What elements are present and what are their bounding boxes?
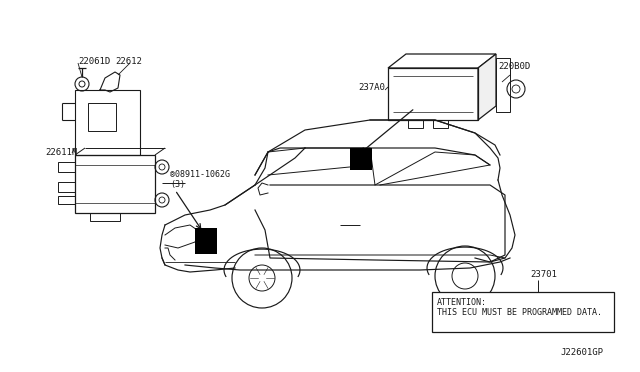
Bar — [195, 228, 217, 254]
Polygon shape — [478, 54, 496, 120]
Bar — [496, 58, 510, 112]
Bar — [432, 292, 614, 332]
Bar — [388, 68, 478, 120]
Bar — [90, 213, 120, 221]
Text: 23701: 23701 — [530, 270, 557, 279]
Bar — [75, 155, 155, 213]
Bar — [350, 148, 372, 170]
Text: ATTENTION:
THIS ECU MUST BE PROGRAMMED DATA.: ATTENTION: THIS ECU MUST BE PROGRAMMED D… — [437, 298, 602, 317]
Text: ®08911-1062G
(3): ®08911-1062G (3) — [170, 170, 230, 189]
Bar — [75, 90, 140, 155]
Text: 237A0: 237A0 — [358, 83, 385, 92]
Text: J22601GP: J22601GP — [560, 348, 603, 357]
Text: 22611N: 22611N — [45, 148, 77, 157]
Text: 220B0D: 220B0D — [498, 62, 531, 71]
Bar — [58, 162, 75, 172]
Bar — [58, 182, 75, 192]
Text: 22061D: 22061D — [78, 57, 110, 66]
Text: 22612: 22612 — [115, 57, 142, 66]
Bar — [433, 120, 448, 128]
Bar — [88, 103, 116, 131]
Bar — [408, 120, 423, 128]
Bar — [58, 196, 75, 204]
Polygon shape — [388, 54, 496, 68]
